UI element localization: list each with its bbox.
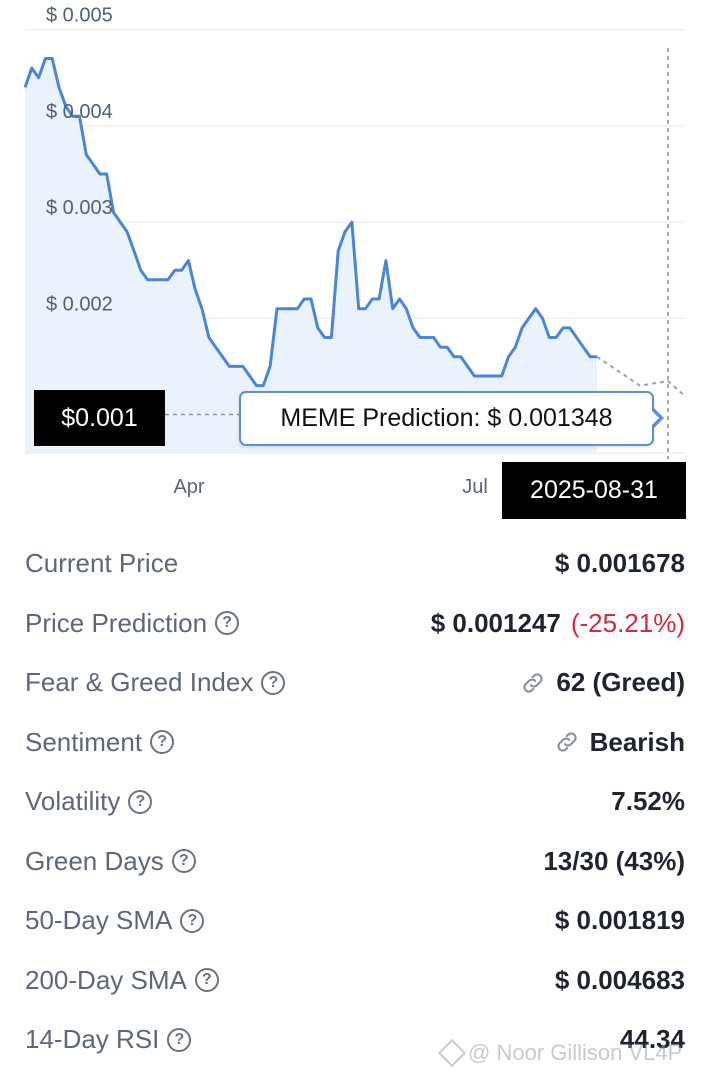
y-tick-label: $ 0.004 (46, 101, 113, 123)
watermark-diamond-icon (437, 1038, 467, 1068)
watermark: @ Noor Gillison VL4P (437, 1038, 682, 1068)
stat-row-price-prediction: Price Prediction ? $ 0.001247 (-25.21%) (25, 594, 685, 654)
price-prediction-value: $ 0.001247 (-25.21%) (430, 607, 685, 638)
prediction-tooltip: MEME Prediction: $ 0.001348 (239, 391, 654, 446)
stat-row-sma200: 200-Day SMA ? $ 0.004683 (25, 951, 685, 1011)
y-tick-label: $ 0.002 (46, 293, 113, 315)
sma50-value: $ 0.001819 (554, 905, 685, 936)
stat-row-fear-greed: Fear & Greed Index ? 62 (Greed) (25, 653, 685, 713)
help-circle-icon[interactable]: ? (215, 611, 240, 636)
volatility-label: Volatility ? (25, 786, 153, 817)
stat-row-volatility: Volatility ? 7.52% (25, 772, 685, 832)
x-tick-label: Jul (462, 476, 488, 498)
stat-row-sma50: 50-Day SMA ? $ 0.001819 (25, 891, 685, 951)
y-tick-label: $ 0.003 (46, 197, 113, 219)
prediction-line (596, 355, 685, 397)
volatility-value: 7.52% (611, 786, 685, 817)
rsi14-label: 14-Day RSI ? (25, 1024, 192, 1055)
help-circle-icon[interactable]: ? (167, 1027, 192, 1052)
current-price-label: Current Price (25, 548, 179, 579)
green-days-value: 13/30 (43%) (543, 845, 685, 876)
help-circle-icon[interactable]: ? (128, 789, 153, 814)
current-price-value: $ 0.001678 (554, 548, 685, 579)
series-area (25, 58, 597, 453)
price-chart[interactable]: $ 0.005 $ 0.004 $ 0.003 $ 0.002 Apr Jul $0.00… (0, 0, 718, 530)
fear-greed-label: Fear & Greed Index ? (25, 667, 286, 698)
sma200-label: 200-Day SMA ? (25, 965, 219, 996)
sentiment-value[interactable]: Bearish (554, 727, 685, 758)
help-circle-icon[interactable]: ? (150, 730, 175, 755)
series-line (23, 57, 597, 388)
sma50-label: 50-Day SMA ? (25, 905, 205, 936)
help-circle-icon[interactable]: ? (180, 908, 205, 933)
prediction-tooltip-text: MEME Prediction: $ 0.001348 (280, 404, 613, 432)
sentiment-label: Sentiment ? (25, 727, 175, 758)
chart-svg: $ 0.005 $ 0.004 $ 0.003 $ 0.002 Apr Jul (23, 5, 685, 498)
rsi14-value: 44.34 (619, 1024, 685, 1055)
link-icon (523, 673, 543, 693)
price-crosshair-tag: $0.001 (34, 390, 165, 446)
x-tick-label: Apr (173, 476, 204, 498)
help-circle-icon[interactable]: ? (261, 670, 286, 695)
fear-greed-value[interactable]: 62 (Greed) (520, 667, 685, 698)
y-tick-label: $ 0.005 (46, 5, 113, 27)
date-crosshair-tag: 2025-08-31 (502, 462, 686, 519)
price-prediction-label: Price Prediction ? (25, 608, 240, 639)
stat-row-rsi14: 14-Day RSI ? 44.34 (25, 1010, 685, 1070)
help-circle-icon[interactable]: ? (171, 849, 196, 874)
link-icon (557, 732, 577, 752)
stat-row-current-price: Current Price $ 0.001678 (25, 534, 685, 594)
stat-row-green-days: Green Days ? 13/30 (43%) (25, 832, 685, 892)
help-circle-icon[interactable]: ? (194, 968, 219, 993)
stats-table: Current Price $ 0.001678 Price Predictio… (25, 534, 685, 1070)
green-days-label: Green Days ? (25, 846, 196, 877)
tooltip-arrow-inner (650, 409, 659, 427)
stat-row-sentiment: Sentiment ? Bearish (25, 713, 685, 773)
price-prediction-change: (-25.21%) (570, 607, 685, 638)
sma200-value: $ 0.004683 (554, 964, 685, 995)
